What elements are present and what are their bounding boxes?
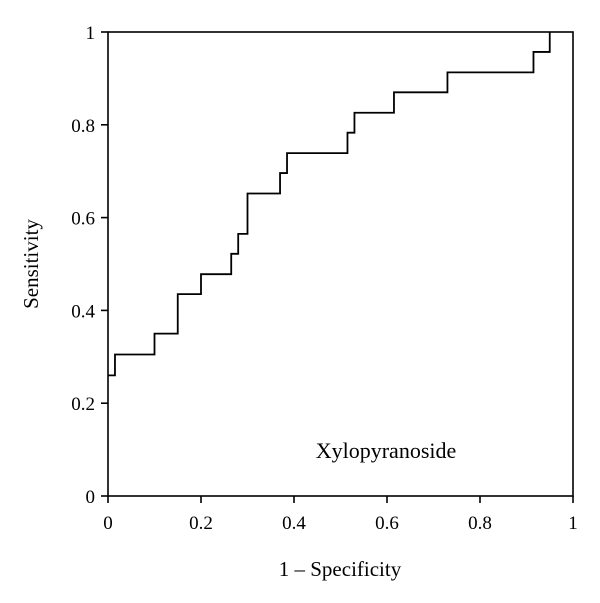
x-tick-label: 0: [103, 513, 113, 534]
y-tick-label: 1: [86, 23, 96, 44]
x-tick-label: 1: [568, 513, 578, 534]
y-tick-label: 0.8: [71, 116, 95, 137]
plot-frame: [107, 31, 574, 497]
x-tick-label: 0.2: [189, 513, 213, 534]
x-tick-label: 0.8: [468, 513, 492, 534]
y-tick-label: 0: [86, 487, 96, 508]
y-tick-label: 0.4: [71, 301, 95, 322]
y-tick-label: 0.2: [71, 394, 95, 415]
x-tick-label: 0.4: [282, 513, 306, 534]
x-axis-title: 1 – Specificity: [279, 557, 402, 581]
y-axis-title: Sensitivity: [19, 219, 43, 309]
roc-curve-line: [108, 32, 551, 377]
annotation-label: Xylopyranoside: [316, 438, 457, 463]
x-axis-ticks: 0 0.2 0.4 0.6 0.8 1: [103, 496, 578, 534]
y-axis-ticks: 0 0.2 0.4 0.6 0.8 1: [71, 23, 108, 508]
y-tick-label: 0.6: [71, 209, 95, 230]
x-tick-label: 0.6: [375, 513, 399, 534]
